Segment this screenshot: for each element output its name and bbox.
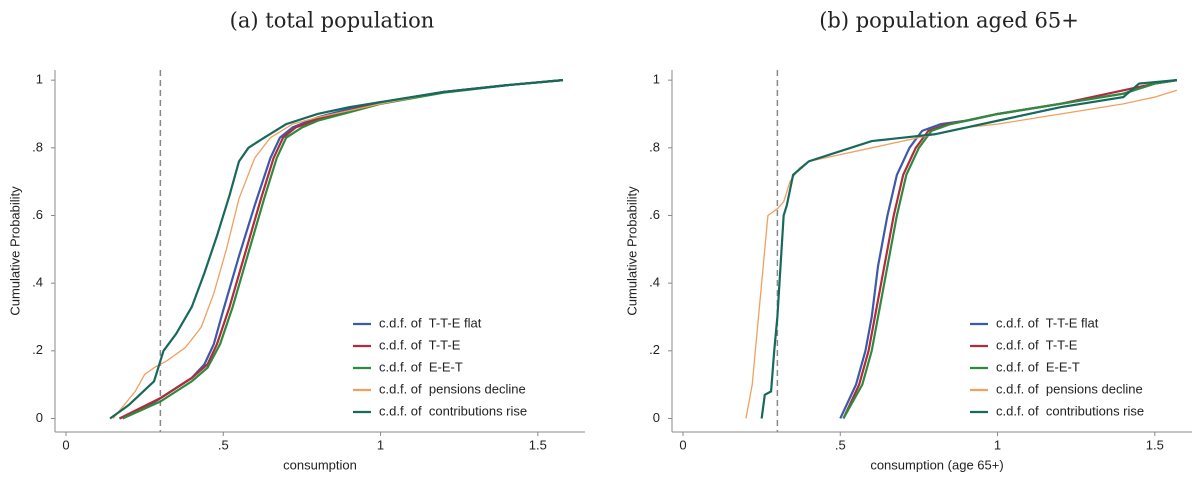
y-axis-label: Cumulative Probability (7, 186, 22, 316)
y-tick-label: 0 (36, 410, 43, 425)
cdf-line (842, 79, 1178, 420)
legend-label: c.d.f. of T-T-E (379, 337, 461, 352)
legend-label: c.d.f. of E-E-T (379, 359, 463, 374)
cdf-line (842, 79, 1178, 419)
y-tick-label: .4 (649, 275, 660, 290)
panel-title: (a) total population (230, 9, 435, 33)
legend-label: c.d.f. of T-T-E flat (379, 315, 482, 330)
x-tick-label: .5 (218, 437, 229, 452)
y-tick-label: .4 (32, 275, 43, 290)
legend-label: c.d.f. of E-E-T (996, 359, 1080, 374)
x-tick-label: 1 (377, 437, 384, 452)
panel-title: (b) population aged 65+ (819, 9, 1079, 33)
y-tick-label: .2 (32, 342, 43, 357)
cdf-line (760, 79, 1177, 419)
cdf-line (119, 79, 564, 420)
cdf-line (109, 79, 564, 420)
cdf-line (745, 89, 1178, 419)
legend-label: c.d.f. of pensions decline (379, 381, 526, 396)
x-tick-label: .5 (835, 437, 846, 452)
y-tick-label: 1 (653, 72, 660, 87)
y-tick-label: .6 (32, 207, 43, 222)
y-tick-label: 0 (653, 410, 660, 425)
y-tick-label: .8 (32, 139, 43, 154)
y-tick-label: .2 (649, 342, 660, 357)
legend-label: c.d.f. of pensions decline (996, 381, 1143, 396)
x-axis-label: consumption (283, 457, 357, 472)
cdf-line (122, 79, 564, 420)
legend-label: c.d.f. of contributions rise (379, 403, 527, 418)
x-tick-label: 1.5 (1146, 437, 1164, 452)
x-tick-label: 1 (994, 437, 1001, 452)
y-tick-label: .6 (649, 207, 660, 222)
x-tick-label: 0 (679, 437, 686, 452)
y-tick-label: .8 (649, 139, 660, 154)
x-tick-label: 0 (62, 437, 69, 452)
legend-label: c.d.f. of T-T-E flat (996, 315, 1099, 330)
cdf-line (112, 79, 564, 419)
legend-label: c.d.f. of T-T-E (996, 337, 1078, 352)
legend-label: c.d.f. of contributions rise (996, 403, 1144, 418)
y-axis-label: Cumulative Probability (624, 186, 639, 316)
x-axis-label: consumption (age 65+) (870, 457, 1003, 472)
y-tick-label: 1 (36, 72, 43, 87)
x-tick-label: 1.5 (529, 437, 547, 452)
cdf-line (118, 79, 564, 420)
